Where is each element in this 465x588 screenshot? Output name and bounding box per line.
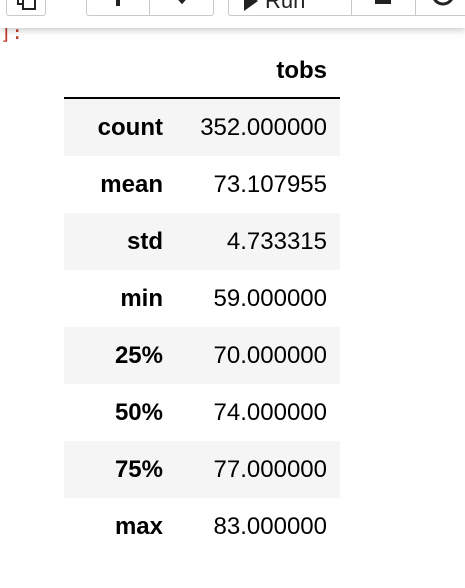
row-label: 50% <box>114 399 163 426</box>
interrupt-button[interactable] <box>352 0 416 15</box>
row-label: max <box>114 513 163 540</box>
index-header <box>64 45 176 99</box>
table-row: std 4.733315 <box>64 213 340 270</box>
run-button[interactable]: Run <box>229 0 353 15</box>
run-controls-group: Run <box>228 0 465 16</box>
row-value: 83.000000 <box>213 513 327 540</box>
row-label: min <box>120 285 163 312</box>
table-row: 50% 74.000000 <box>64 384 340 441</box>
dataframe-table: tobs count 352.000000 mean 73.107955 std… <box>64 45 340 555</box>
table-header-row: tobs <box>64 45 340 99</box>
arrow-up-icon <box>116 0 120 6</box>
notebook-toolbar: Run <box>0 0 465 28</box>
move-up-button[interactable] <box>87 0 151 15</box>
restart-button[interactable] <box>416 0 465 15</box>
move-down-button[interactable] <box>150 0 213 15</box>
row-value: 73.107955 <box>213 171 327 198</box>
row-label: 25% <box>114 342 163 369</box>
arrow-down-icon <box>177 0 186 5</box>
restart-icon <box>432 0 453 6</box>
row-value: 70.000000 <box>213 342 327 369</box>
row-label: std <box>127 228 163 255</box>
row-value: 352.000000 <box>200 114 327 141</box>
play-icon <box>244 0 258 11</box>
row-value: 74.000000 <box>213 399 327 426</box>
table-row: 25% 70.000000 <box>64 327 340 384</box>
move-cells-group <box>86 0 214 16</box>
column-header-tobs: tobs <box>176 45 340 99</box>
stop-icon <box>375 0 392 4</box>
table-row: 75% 77.000000 <box>64 441 340 498</box>
table-row: count 352.000000 <box>64 98 340 156</box>
table-row: max 83.000000 <box>64 498 340 555</box>
table-row: mean 73.107955 <box>64 156 340 213</box>
row-value: 4.733315 <box>226 228 327 255</box>
copy-cells-button[interactable] <box>6 0 46 16</box>
run-button-label: Run <box>265 0 306 13</box>
row-label: mean <box>100 171 163 198</box>
row-value: 59.000000 <box>213 285 327 312</box>
row-label: 75% <box>114 456 163 483</box>
copy-icon <box>17 0 36 10</box>
row-label: count <box>97 114 163 141</box>
table-row: min 59.000000 <box>64 270 340 327</box>
row-value: 77.000000 <box>213 456 327 483</box>
